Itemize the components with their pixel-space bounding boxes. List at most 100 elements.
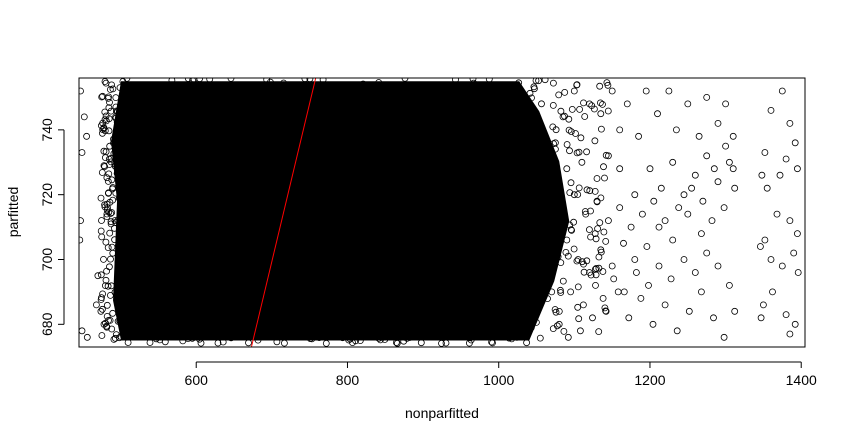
data-point-edge [121, 288, 128, 296]
data-point-edge [601, 304, 609, 312]
data-point-edge [551, 306, 559, 313]
data-point-edge [572, 130, 579, 137]
data-point [83, 132, 90, 140]
data-point-edge [400, 337, 408, 345]
data-point-edge [594, 225, 601, 233]
data-point [661, 301, 669, 309]
data-point-edge [442, 339, 450, 347]
data-point-edge [406, 334, 414, 341]
data-point [761, 149, 769, 156]
data-point-edge [273, 338, 281, 346]
data-point [564, 333, 572, 341]
data-point-edge [101, 127, 109, 135]
data-point-edge [107, 158, 115, 166]
data-point [710, 314, 717, 322]
data-point-edge [107, 107, 115, 115]
data-point-edge [496, 128, 504, 135]
data-point-edge [505, 186, 512, 194]
data-point-edge [592, 265, 599, 273]
data-point-edge [106, 229, 114, 237]
data-point-edge [523, 193, 531, 201]
data-point [703, 94, 711, 101]
data-point-edge [555, 91, 563, 99]
data-point-edge [103, 213, 111, 221]
data-point-edge [112, 103, 120, 111]
data-point-edge [498, 307, 506, 315]
data-point [79, 87, 84, 95]
data-point-edge [526, 249, 534, 257]
data-point-edge [485, 78, 493, 83]
data-point-edge [196, 78, 203, 83]
y-tick-label: 680 [39, 312, 55, 336]
data-point [599, 294, 607, 302]
data-point-edge [534, 168, 542, 176]
data-point-edge [161, 338, 169, 346]
data-point [649, 320, 657, 328]
data-point-edge [596, 219, 604, 227]
data-point-edge [497, 166, 504, 173]
data-point-edge [98, 169, 106, 176]
data-point-edge [115, 168, 123, 175]
data-point-edge [121, 164, 129, 171]
data-point-edge [124, 339, 132, 346]
data-point-edge [531, 85, 538, 93]
data-point [729, 132, 737, 140]
data-point-edge [98, 332, 106, 339]
data-point [794, 230, 801, 238]
data-point [680, 191, 688, 199]
data-point-edge [565, 126, 573, 134]
data-point-edge [544, 146, 551, 154]
data-point-edge [466, 334, 474, 342]
data-point-edge [111, 334, 119, 342]
data-point-edge [575, 148, 583, 156]
data-point-edge [580, 99, 587, 107]
data-point [773, 210, 781, 218]
data-point-edge [227, 334, 235, 342]
data-point [769, 288, 776, 296]
data-point-edge [527, 118, 535, 126]
data-point-edge [580, 268, 588, 276]
data-point-edge [565, 115, 573, 123]
data-point-edge [591, 137, 599, 145]
data-point-edge [301, 78, 309, 82]
data-point-edge [101, 201, 108, 209]
data-point-edge [600, 228, 608, 236]
data-point-edge [116, 226, 124, 234]
data-point-edge [510, 261, 518, 269]
data-point-edge [97, 271, 105, 279]
data-point-edge [557, 286, 564, 294]
data-point-edge [516, 295, 523, 303]
data-point-edge [103, 312, 111, 320]
data-point-edge [98, 217, 105, 224]
data-point-edge [567, 128, 575, 136]
data-point [691, 171, 699, 179]
data-point [655, 223, 663, 231]
x-tick-label: 600 [185, 372, 209, 388]
data-point-edge [109, 184, 117, 191]
data-point [605, 217, 612, 225]
data-point-edge [146, 339, 154, 346]
data-point-edge [504, 329, 511, 337]
data-point-edge [339, 334, 347, 342]
data-point-edge [105, 104, 113, 112]
data-point-edge [557, 259, 565, 267]
data-point-edge [549, 102, 557, 109]
data-point-edge [574, 283, 582, 291]
data-point-edge [98, 233, 106, 241]
data-point-edge [502, 306, 510, 314]
data-point-edge [102, 79, 110, 87]
data-point-edge [541, 78, 549, 84]
data-point [698, 230, 705, 238]
data-point-edge [98, 294, 105, 302]
data-point [794, 165, 801, 173]
data-point-edge [552, 126, 560, 134]
data-point-edge [596, 82, 604, 90]
data-point [559, 113, 567, 121]
data-point-edge [319, 78, 327, 84]
data-point [593, 175, 601, 182]
data-point-edge [113, 144, 120, 152]
data-point-edge [315, 334, 323, 342]
data-point-edge [108, 81, 115, 89]
data-point-edge [550, 260, 558, 267]
data-point-edge [119, 249, 126, 257]
